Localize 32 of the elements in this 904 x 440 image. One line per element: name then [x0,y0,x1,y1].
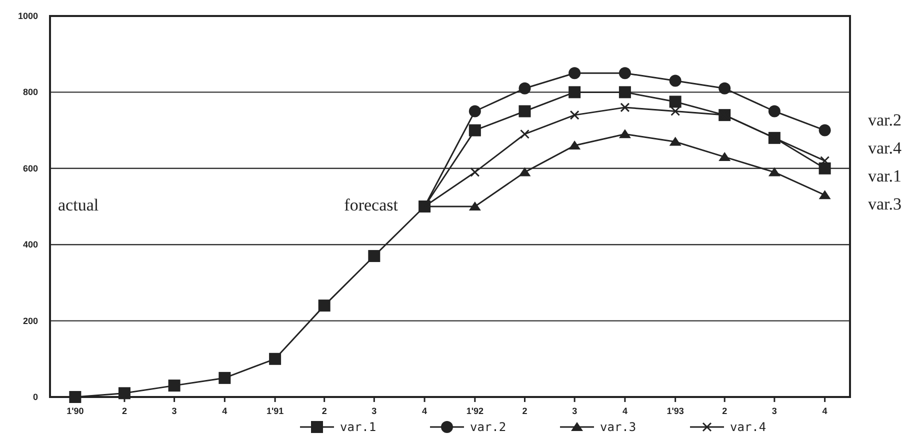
x-tick-label: 1'92 [466,406,484,416]
x-tick-label: 2 [322,406,327,416]
x-tick-label: 4 [222,406,228,416]
x-tick-label: 3 [772,406,777,416]
y-tick-label: 0 [32,392,38,402]
y-tick-label: 800 [22,87,38,98]
text: var.3 [868,194,902,214]
annotation: actual [58,195,99,214]
legend-label: var.1 [340,420,376,434]
text: var.4 [868,138,902,158]
x-tick-label: 2 [522,406,528,416]
y-tick-label: 200 [22,316,38,326]
x-tick-label: 4 [422,406,428,416]
x-tick-label: 3 [172,406,177,416]
x-tick-label: 1'91 [266,406,284,416]
legend-label: var.2 [470,420,506,434]
legend-label: var.3 [600,420,636,434]
y-tick-label: 400 [22,240,38,250]
text: var.1 [868,166,902,186]
x-tick-label: 1'90 [66,406,84,416]
y-tick-label: 1000 [18,11,38,21]
annotation: forecast [344,195,398,214]
x-tick-label: 2 [722,406,728,416]
x-tick-label: 1'93 [666,406,684,416]
x-tick-label: 2 [122,406,127,416]
x-tick-label: 4 [822,406,828,416]
x-tick-label: 3 [572,406,578,416]
x-tick-label: 4 [622,406,628,416]
text: var.2 [868,110,902,130]
x-tick-label: 3 [372,406,377,416]
legend-label: var.4 [730,420,766,434]
y-tick-label: 600 [22,163,38,174]
